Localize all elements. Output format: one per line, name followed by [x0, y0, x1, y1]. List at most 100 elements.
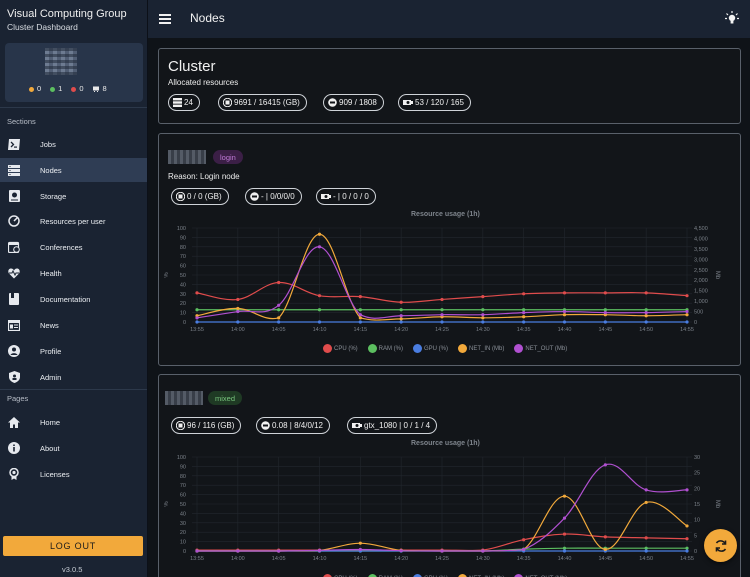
y2-tick-label: 30	[694, 455, 700, 461]
main-content: Cluster Allocated resources 24 9691 / 16…	[148, 38, 750, 577]
legend-swatch	[323, 344, 332, 353]
x-tick-label: 14:55	[680, 327, 694, 333]
sidebar-item-storage[interactable]: Storage	[0, 184, 147, 208]
sidebar-item-label: Resources per user	[40, 216, 106, 226]
legend-item[interactable]: NET_IN (Mb)	[458, 344, 504, 353]
data-point	[481, 308, 485, 312]
data-point	[522, 292, 526, 296]
page-title: Nodes	[190, 11, 225, 25]
sidebar-item-documentation[interactable]: Documentation	[0, 287, 147, 311]
y2-tick-label: 10	[694, 518, 700, 524]
y-tick-label: 80	[180, 474, 186, 480]
sidebar-item-home[interactable]: Home	[0, 410, 147, 434]
sidebar-item-label: Home	[40, 417, 61, 427]
stat-gpus-value: 8	[102, 84, 107, 93]
sidebar-item-jobs[interactable]: Jobs	[0, 132, 147, 156]
resource-usage-chart-mixed: 0 10 20 30 40 50 60 70 80 90 100 0 5 10 15 20 25 30 13:55 1…	[164, 455, 720, 562]
data-point	[195, 308, 199, 312]
legend-item[interactable]: NET_IN (Mb)	[458, 574, 504, 577]
node-state-badge: login	[213, 150, 243, 164]
legend-item[interactable]: GPU (%)	[413, 574, 448, 577]
data-point	[358, 313, 362, 317]
legend-item[interactable]: CPU (%)	[323, 574, 358, 577]
y-tick-label: 70	[180, 254, 186, 260]
menu-icon[interactable]	[159, 14, 171, 24]
x-tick-label: 14:00	[231, 327, 245, 333]
node-memory-chip: 96 / 116 (GB)	[171, 417, 242, 434]
chip-text: gtx_1080 | 0 / 1 / 4	[364, 421, 431, 430]
data-point	[358, 320, 362, 324]
data-point	[644, 546, 648, 550]
cluster-nodes-chip: 24	[168, 94, 200, 111]
terminal-icon	[8, 138, 20, 150]
legend-item[interactable]: RAM (%)	[367, 574, 403, 577]
x-tick-label: 13:55	[190, 327, 204, 333]
data-point	[317, 308, 322, 312]
y2-tick-label: 3,500	[694, 247, 708, 253]
y2-tick-label: 0	[694, 320, 697, 326]
legend-item[interactable]: NET_OUT (Mb)	[514, 574, 567, 577]
sidebar-item-about[interactable]: About	[0, 436, 147, 460]
x-tick-label: 14:00	[231, 556, 245, 562]
x-tick-label: 14:50	[639, 327, 653, 333]
sidebar-item-news[interactable]: News	[0, 313, 147, 337]
logout-button[interactable]: LOG OUT	[3, 536, 143, 556]
sidebar-item-label: Conferences	[40, 242, 83, 252]
legend-item[interactable]: GPU (%)	[413, 344, 448, 353]
data-point	[644, 549, 648, 553]
sidebar-item-label: Documentation	[40, 294, 91, 304]
x-tick-label: 14:15	[353, 327, 367, 333]
refresh-button[interactable]	[704, 529, 737, 562]
sidebar-item-nodes[interactable]: Nodes	[0, 158, 147, 182]
sidebar-item-conferences[interactable]: Conferences	[0, 235, 147, 259]
legend-item[interactable]: NET_OUT (Mb)	[514, 344, 567, 353]
chart-title: Resource usage (1h)	[411, 211, 480, 218]
y2-axis-label: Mb	[714, 500, 720, 509]
heart-pulse-icon	[8, 267, 20, 279]
data-point	[358, 295, 362, 299]
data-point	[603, 320, 607, 324]
news-icon	[8, 319, 20, 331]
y2-axis-label: Mb	[714, 271, 720, 280]
data-point	[317, 548, 322, 552]
data-point	[562, 313, 567, 317]
data-point	[522, 315, 526, 319]
cluster-subtitle: Allocated resources	[168, 78, 239, 87]
data-point	[277, 549, 281, 553]
x-tick-label: 14:05	[272, 327, 286, 333]
legend-item[interactable]: RAM (%)	[367, 344, 403, 353]
chip-text: - | 0/0/0/0	[261, 192, 295, 201]
data-point	[195, 549, 199, 553]
sidebar-item-admin[interactable]: Admin	[0, 365, 147, 389]
legend-item[interactable]: CPU (%)	[323, 344, 358, 353]
x-tick-label: 14:25	[435, 327, 449, 333]
data-point	[440, 549, 444, 553]
data-point	[562, 320, 567, 324]
data-point	[317, 294, 322, 298]
chip-text: 0.08 | 8/4/0/12	[272, 421, 324, 430]
data-point	[685, 488, 689, 492]
y2-tick-label: 2,500	[694, 268, 708, 274]
node-name	[165, 391, 203, 405]
sidebar-item-label: Licenses	[40, 469, 70, 479]
x-tick-label: 14:40	[558, 556, 572, 562]
sidebar-item-resources-per-user[interactable]: Resources per user	[0, 209, 147, 233]
x-tick-label: 14:10	[313, 327, 327, 333]
data-point	[236, 309, 240, 314]
y-tick-label: 10	[180, 311, 186, 317]
sidebar-item-profile[interactable]: Profile	[0, 339, 147, 363]
sidebar-item-licenses[interactable]: Licenses	[0, 462, 147, 486]
theme-toggle-bulb-icon[interactable]	[724, 10, 740, 26]
y-tick-label: 0	[183, 320, 186, 326]
x-tick-label: 14:30	[476, 556, 490, 562]
legend-swatch	[458, 574, 468, 577]
stat-pending: 0	[29, 84, 41, 93]
brand-title: Visual Computing Group	[7, 8, 127, 20]
data-point	[685, 549, 689, 553]
avatar-pixelation	[45, 48, 77, 75]
y-tick-label: 20	[180, 530, 186, 536]
y2-tick-label: 20	[694, 486, 700, 492]
brand: Visual Computing Group Cluster Dashboard	[0, 0, 147, 40]
y2-tick-label: 3,000	[694, 257, 708, 263]
sidebar-item-health[interactable]: Health	[0, 261, 147, 285]
